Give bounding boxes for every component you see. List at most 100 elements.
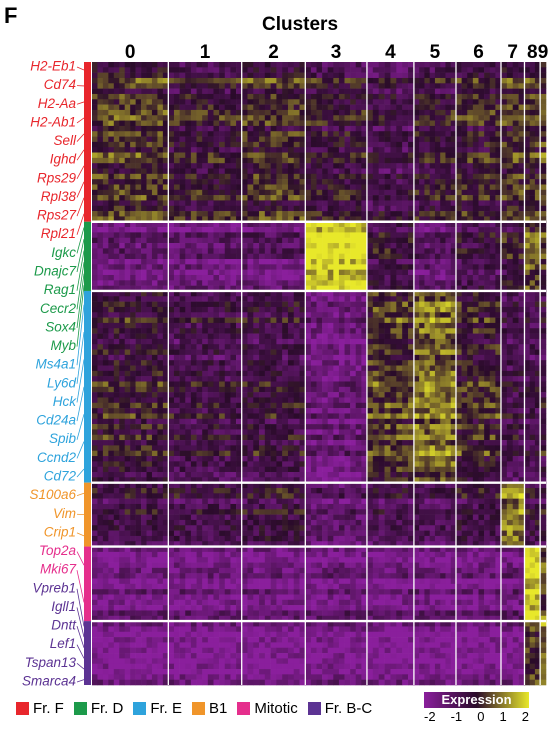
heatmap-cell: [299, 184, 306, 191]
heatmap-cell: [102, 184, 109, 191]
heatmap-cell: [316, 269, 323, 276]
heatmap-cell: [500, 200, 508, 207]
heatmap-cell: [224, 227, 231, 233]
heatmap-cell: [202, 157, 209, 164]
heatmap-cell: [113, 109, 120, 116]
heatmap-cell: [168, 184, 175, 191]
heatmap-cell: [173, 131, 180, 137]
heatmap-cell: [207, 62, 214, 68]
heatmap-cell: [390, 285, 397, 292]
heatmap-cell: [219, 115, 226, 121]
heatmap-cell: [92, 173, 98, 180]
heatmap-cell: [224, 386, 231, 393]
heatmap-cell: [293, 152, 300, 159]
heatmap-cell: [293, 221, 300, 228]
heatmap-cell: [119, 221, 126, 228]
heatmap-cell: [489, 232, 496, 239]
heatmap-cell: [361, 195, 368, 201]
heatmap-cell: [185, 259, 192, 265]
heatmap-cell: [322, 253, 329, 260]
heatmap-cell: [259, 227, 266, 233]
heatmap-cell: [293, 99, 300, 105]
heatmap-cell: [282, 189, 289, 196]
heatmap-cell: [350, 232, 357, 239]
heatmap-cell: [113, 328, 120, 334]
heatmap-cell: [534, 232, 541, 239]
heatmap-cell: [366, 376, 374, 382]
heatmap-cell: [293, 237, 300, 244]
heatmap-cell: [119, 338, 126, 345]
heatmap-cell: [135, 328, 142, 334]
heatmap-cell: [344, 306, 351, 313]
heatmap-cell: [518, 179, 525, 185]
heatmap-cell: [461, 354, 468, 361]
heatmap-cell: [534, 264, 541, 270]
heatmap-cell: [92, 189, 98, 196]
heatmap-cell: [213, 333, 220, 340]
heatmap-cell: [467, 109, 474, 116]
heatmap-cell: [524, 237, 530, 244]
heatmap-cell: [495, 62, 502, 68]
heatmap-cell: [151, 120, 158, 127]
heatmap-cell: [366, 141, 374, 148]
heatmap-cell: [467, 120, 474, 127]
heatmap-cell: [500, 285, 508, 292]
heatmap-cell: [113, 179, 120, 185]
heatmap-cell: [429, 264, 436, 270]
heatmap-cell: [157, 211, 164, 217]
heatmap-cell: [534, 381, 541, 388]
heatmap-cell: [236, 195, 242, 201]
heatmap-cell: [253, 205, 260, 212]
heatmap-cell: [344, 93, 351, 100]
heatmap-cell: [179, 360, 186, 366]
heatmap-cell: [467, 312, 474, 318]
heatmap-cell: [455, 88, 462, 95]
heatmap-cell: [102, 99, 109, 105]
heatmap-cell: [287, 296, 295, 302]
heatmap-cell: [396, 306, 403, 313]
heatmap-cell: [355, 72, 362, 79]
heatmap-cell: [467, 301, 474, 308]
heatmap-cell: [190, 205, 197, 212]
heatmap-cell: [333, 72, 340, 79]
heatmap-cell: [190, 376, 197, 382]
heatmap-cell: [119, 168, 126, 175]
heatmap-cell: [361, 104, 368, 111]
heatmap-cell: [141, 125, 147, 132]
heatmap-cell: [484, 328, 491, 334]
heatmap-cell: [434, 77, 441, 84]
heatmap-cell: [236, 227, 242, 233]
heatmap-cell: [157, 179, 164, 185]
heatmap-cell: [213, 274, 220, 281]
heatmap-cell: [440, 179, 446, 185]
heatmap-cell: [402, 205, 409, 212]
heatmap-cell: [316, 232, 323, 239]
heatmap-cell: [461, 211, 468, 217]
heatmap-cell: [135, 83, 142, 89]
heatmap-cell: [259, 120, 266, 127]
heatmap-cell: [97, 269, 104, 276]
heatmap-cell: [419, 147, 425, 153]
heatmap-cell: [467, 184, 474, 191]
heatmap-cell: [413, 77, 420, 84]
heatmap-cell: [168, 381, 175, 388]
heatmap-cell: [162, 109, 169, 116]
heatmap-cell: [518, 115, 525, 121]
heatmap-cell: [413, 221, 420, 228]
heatmap-cell: [230, 349, 237, 356]
heatmap-cell: [378, 152, 385, 159]
heatmap-cell: [524, 232, 530, 239]
heatmap-cell: [247, 83, 254, 89]
heatmap-cell: [402, 216, 409, 223]
heatmap-cell: [108, 211, 115, 217]
heatmap-cell: [390, 376, 397, 382]
heatmap-cell: [434, 290, 441, 297]
heatmap-cell: [179, 333, 186, 340]
heatmap-cell: [97, 189, 104, 196]
heatmap-cell: [534, 227, 541, 233]
heatmap-cell: [92, 333, 98, 340]
heatmap-cell: [202, 104, 209, 111]
heatmap-cell: [141, 312, 147, 318]
heatmap-cell: [355, 243, 362, 249]
heatmap-cell: [396, 147, 403, 153]
